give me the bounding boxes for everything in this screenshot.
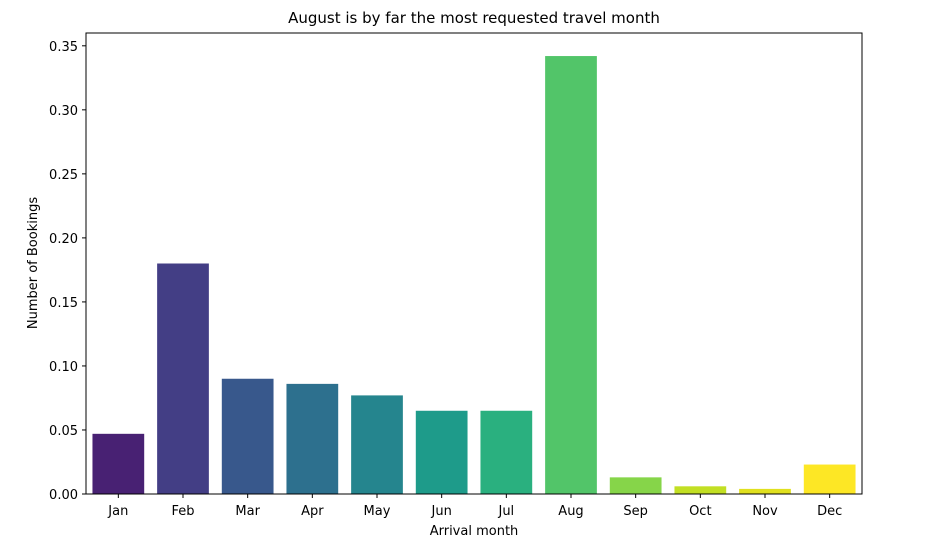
bar-oct: [674, 486, 727, 494]
bar-mar: [221, 378, 274, 494]
bar-jun: [415, 410, 468, 494]
x-tick-label: Oct: [689, 504, 711, 519]
x-tick-label: Feb: [171, 504, 194, 519]
x-tick-label: Nov: [752, 504, 778, 519]
plot-frame: [85, 32, 863, 495]
y-tick-label: 0.10: [49, 360, 78, 375]
bars-group: [92, 56, 856, 495]
bar-sep: [609, 477, 662, 494]
bar-jan: [92, 433, 145, 494]
x-tick-label: Apr: [301, 504, 324, 519]
bar-jul: [480, 410, 533, 494]
x-tick-label: May: [364, 504, 391, 519]
x-tick-label: Jul: [497, 504, 514, 519]
chart-title: August is by far the most requested trav…: [288, 9, 660, 27]
bar-feb: [157, 263, 209, 494]
x-tick-label: Sep: [623, 504, 648, 519]
y-tick-label: 0.35: [49, 40, 78, 55]
y-tick-label: 0.05: [49, 424, 78, 439]
bar-dec: [803, 464, 856, 494]
bar-may: [351, 395, 403, 494]
y-axis-label: Number of Bookings: [26, 197, 41, 329]
y-tick-label: 0.20: [49, 232, 78, 247]
x-tick-label: Jan: [107, 504, 128, 519]
x-tick-label: Dec: [817, 504, 842, 519]
y-tick-label: 0.30: [49, 104, 78, 119]
y-axis: 0.00 0.05 0.10 0.15 0.20 0.25 0.30 0.35: [49, 40, 86, 503]
bar-nov: [739, 488, 791, 494]
y-tick-label: 0.00: [49, 488, 78, 503]
x-tick-label: Jun: [431, 504, 452, 519]
y-tick-label: 0.15: [49, 296, 78, 311]
bar-apr: [286, 383, 339, 494]
x-tick-label: Mar: [235, 504, 260, 519]
x-axis-label: Arrival month: [430, 524, 519, 539]
x-tick-label: Aug: [558, 504, 583, 519]
y-tick-label: 0.25: [49, 168, 78, 183]
x-axis: Jan Feb Mar Apr May Jun Jul Aug Sep Oct Nov Dec: [107, 494, 842, 519]
bar-aug: [545, 56, 597, 495]
